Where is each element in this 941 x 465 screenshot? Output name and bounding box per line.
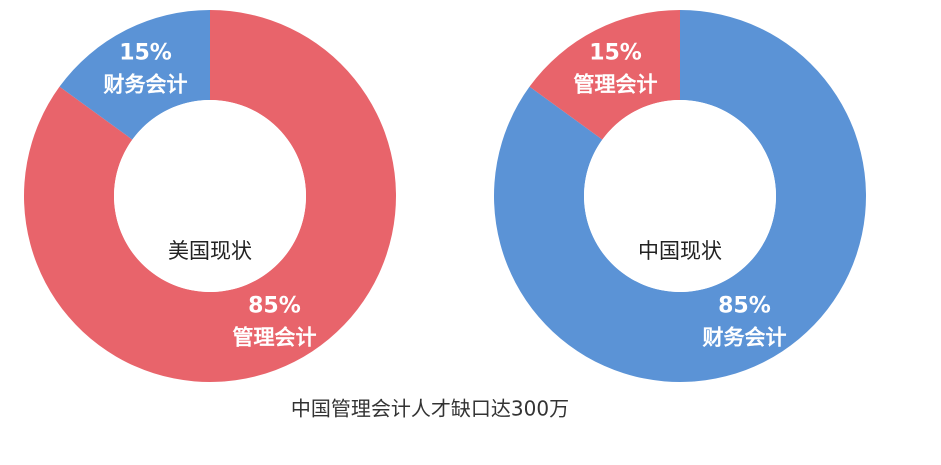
slice-percent: 15% [119, 40, 172, 65]
pie-slice [59, 10, 210, 140]
pie-slice [493, 10, 866, 382]
slice-label: 财务会计 [702, 326, 786, 350]
caption: 中国管理会计人才缺口达300万 [291, 397, 569, 421]
slice-percent: 85% [248, 294, 301, 319]
donut-hole [114, 100, 306, 292]
slice-label: 财务会计 [104, 72, 188, 96]
donut-hole [584, 100, 776, 292]
pie-slice [529, 10, 680, 140]
slice-label: 管理会计 [574, 72, 658, 96]
slice-percent: 85% [718, 294, 771, 319]
slice-percent: 15% [589, 40, 642, 65]
pie-slice [24, 10, 397, 382]
center-label: 中国现状 [638, 239, 722, 263]
slice-label: 管理会计 [232, 326, 316, 350]
center-label: 美国现状 [168, 239, 252, 263]
